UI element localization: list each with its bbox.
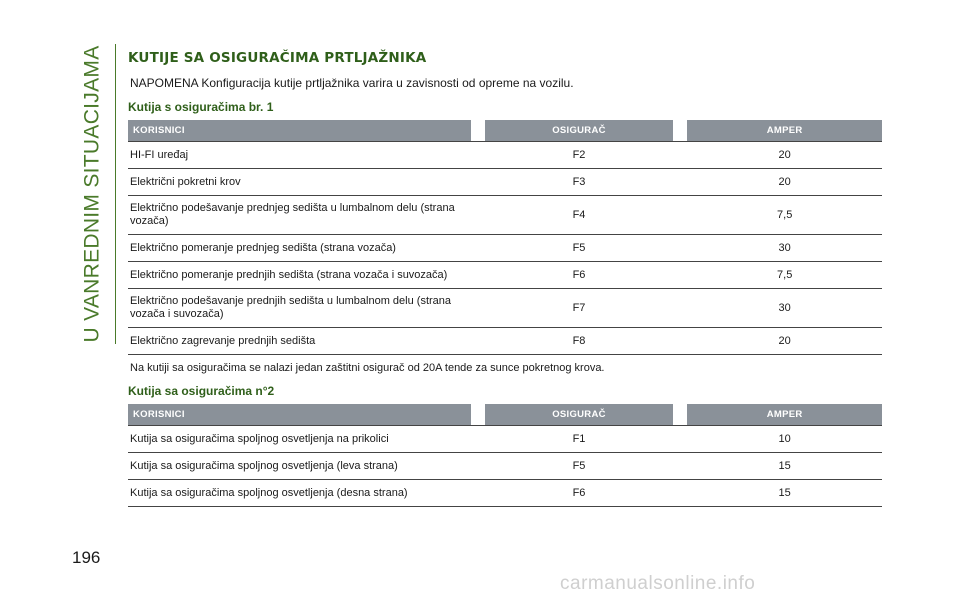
table-header: KORISNICI OSIGURAČ AMPER [128, 404, 882, 425]
row-user: Električno podešavanje prednjih sedišta … [130, 295, 452, 320]
row-amp: 20 [778, 176, 791, 188]
row-fuse: F2 [572, 149, 586, 161]
table-header: KORISNICI OSIGURAČ AMPER [128, 120, 882, 141]
page-content: KUTIJE SA OSIGURAČIMA PRTLJAŽNIKA NAPOME… [128, 50, 882, 507]
row-amp: 20 [778, 335, 791, 347]
table-row: Električno podešavanje prednjeg sedišta … [128, 196, 882, 235]
page-number: 196 [72, 548, 101, 567]
header-users: KORISNICI [128, 404, 471, 425]
row-user: Električno pomeranje prednjeg sedišta (s… [130, 241, 396, 254]
row-user: Električno pomeranje prednjih sedišta (s… [130, 268, 448, 281]
table-row: Električno pomeranje prednjih sedišta (s… [128, 262, 882, 289]
row-user: Električni pokretni krov [130, 175, 241, 188]
table-row: Električno pomeranje prednjeg sedišta (s… [128, 235, 882, 262]
row-fuse: F6 [572, 269, 586, 281]
chapter-title: U VANREDNIM SITUACIJAMA [81, 45, 105, 343]
table-1-title: Kutija s osiguračima br. 1 [128, 100, 274, 114]
header-amp: AMPER [687, 120, 882, 141]
row-amp: 30 [778, 302, 791, 314]
table-1-footnote: Na kutiji sa osiguračima se nalazi jedan… [130, 362, 605, 374]
watermark: carmanualsonline.info [560, 573, 756, 594]
table-2-title: Kutija sa osiguračima n°2 [128, 384, 275, 398]
table-row: Električni pokretni krov F3 20 [128, 169, 882, 196]
chapter-divider [115, 44, 116, 344]
row-amp: 7,5 [777, 269, 793, 281]
header-fuse: OSIGURAČ [484, 120, 674, 141]
row-fuse: F5 [572, 460, 586, 472]
row-fuse: F4 [572, 209, 586, 221]
header-users: KORISNICI [128, 120, 471, 141]
row-fuse: F7 [572, 302, 586, 314]
row-amp: 15 [778, 460, 791, 472]
table-row: Kutija sa osiguračima spoljnog osvetljen… [128, 480, 882, 507]
row-user: Električno podešavanje prednjeg sedišta … [130, 202, 455, 227]
row-fuse: F1 [572, 433, 586, 445]
table-row: Električno zagrevanje prednjih sedišta F… [128, 328, 882, 355]
table-row: HI-FI uređaj F2 20 [128, 141, 882, 169]
section-heading: KUTIJE SA OSIGURAČIMA PRTLJAŽNIKA [128, 50, 427, 66]
table-row: Električno podešavanje prednjih sedišta … [128, 289, 882, 328]
row-amp: 10 [778, 433, 791, 445]
table-row: Kutija sa osiguračima spoljnog osvetljen… [128, 425, 882, 453]
fuse-table-2: KORISNICI OSIGURAČ AMPER Kutija sa osigu… [128, 404, 882, 507]
row-amp: 30 [778, 242, 791, 254]
header-amp: AMPER [687, 404, 882, 425]
chapter-sidebar: U VANREDNIM SITUACIJAMA [73, 44, 113, 344]
row-user: Kutija sa osiguračima spoljnog osvetljen… [130, 486, 408, 499]
row-user: Kutija sa osiguračima spoljnog osvetljen… [130, 432, 389, 445]
row-fuse: F6 [572, 487, 586, 499]
fuse-table-1: KORISNICI OSIGURAČ AMPER HI-FI uređaj F2… [128, 120, 882, 355]
row-user: Kutija sa osiguračima spoljnog osvetljen… [130, 459, 398, 472]
row-amp: 20 [778, 149, 791, 161]
row-user: Električno zagrevanje prednjih sedišta [130, 334, 316, 347]
row-fuse: F3 [572, 176, 586, 188]
row-amp: 15 [778, 487, 791, 499]
row-fuse: F8 [572, 335, 586, 347]
row-amp: 7,5 [777, 209, 793, 221]
table-row: Kutija sa osiguračima spoljnog osvetljen… [128, 453, 882, 480]
row-fuse: F5 [572, 242, 586, 254]
configuration-note: NAPOMENA Konfiguracija kutije prtljažnik… [130, 76, 574, 90]
row-user: HI-FI uređaj [130, 148, 189, 161]
header-fuse: OSIGURAČ [484, 404, 674, 425]
